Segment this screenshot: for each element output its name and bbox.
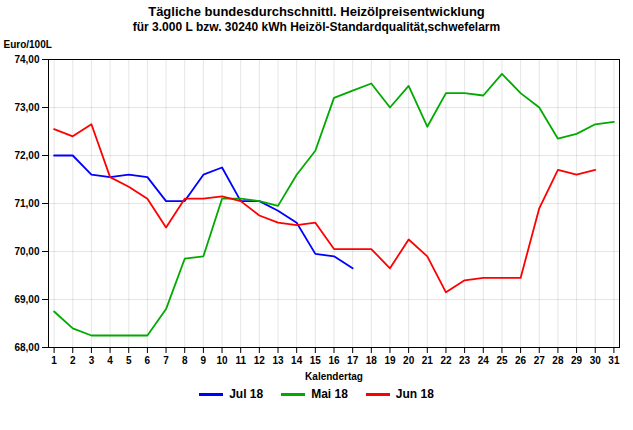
svg-text:9: 9 bbox=[201, 355, 207, 366]
svg-text:26: 26 bbox=[515, 355, 527, 366]
svg-text:30: 30 bbox=[590, 355, 602, 366]
svg-text:16: 16 bbox=[328, 355, 340, 366]
html-text:Tägliche bundesdurchschnittl.: Tägliche bundesdurchschnittl. Heizölprei… bbox=[148, 4, 485, 19]
svg-text:3: 3 bbox=[89, 355, 95, 366]
svg-text:74,00: 74,00 bbox=[14, 54, 39, 65]
svg-text:20: 20 bbox=[403, 355, 415, 366]
svg-text:17: 17 bbox=[347, 355, 359, 366]
svg-text:4: 4 bbox=[107, 355, 113, 366]
svg-text:24: 24 bbox=[478, 355, 490, 366]
svg-text:27: 27 bbox=[534, 355, 546, 366]
svg-text:69,00: 69,00 bbox=[14, 294, 39, 305]
svg-text:2: 2 bbox=[70, 355, 76, 366]
svg-text:Euro/100L: Euro/100L bbox=[4, 39, 52, 50]
html-text:Mai 18: Mai 18 bbox=[311, 387, 348, 401]
svg-text:31: 31 bbox=[608, 355, 620, 366]
svg-text:10: 10 bbox=[216, 355, 228, 366]
svg-text:5: 5 bbox=[126, 355, 132, 366]
svg-text:8: 8 bbox=[182, 355, 188, 366]
svg-text:14: 14 bbox=[291, 355, 303, 366]
svg-text:23: 23 bbox=[459, 355, 471, 366]
svg-text:68,00: 68,00 bbox=[14, 342, 39, 353]
svg-text:11: 11 bbox=[235, 355, 246, 366]
svg-text:13: 13 bbox=[272, 355, 284, 366]
svg-text:1: 1 bbox=[51, 355, 57, 366]
svg-text:21: 21 bbox=[422, 355, 434, 366]
svg-text:29: 29 bbox=[571, 355, 583, 366]
html-text:Jul 18: Jul 18 bbox=[229, 387, 264, 401]
svg-text:72,00: 72,00 bbox=[14, 150, 39, 161]
svg-text:Kalendertag: Kalendertag bbox=[305, 371, 363, 382]
svg-text:71,00: 71,00 bbox=[14, 198, 39, 209]
svg-text:70,00: 70,00 bbox=[14, 246, 39, 257]
html-text:Jun 18: Jun 18 bbox=[395, 387, 434, 401]
svg-text:6: 6 bbox=[145, 355, 151, 366]
html-text:für 3.000 L bzw. 30240 kWh Hei: für 3.000 L bzw. 30240 kWh Heizöl-Standa… bbox=[132, 20, 501, 34]
svg-text:28: 28 bbox=[552, 355, 564, 366]
svg-text:12: 12 bbox=[254, 355, 266, 366]
svg-text:18: 18 bbox=[366, 355, 378, 366]
svg-text:25: 25 bbox=[496, 355, 508, 366]
svg-text:15: 15 bbox=[310, 355, 322, 366]
svg-text:7: 7 bbox=[163, 355, 169, 366]
svg-text:19: 19 bbox=[384, 355, 396, 366]
svg-text:73,00: 73,00 bbox=[14, 102, 39, 113]
svg-text:22: 22 bbox=[440, 355, 452, 366]
